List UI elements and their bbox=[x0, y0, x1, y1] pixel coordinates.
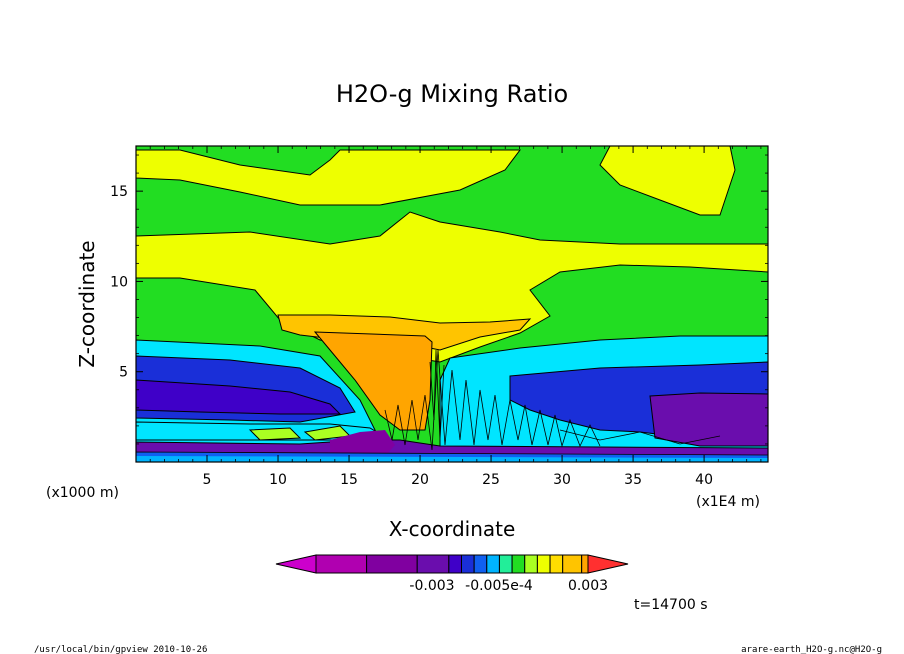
chart-title: H2O-g Mixing Ratio bbox=[336, 80, 568, 108]
plot-frame bbox=[135, 145, 769, 463]
field-convective-core-orange bbox=[313, 331, 433, 431]
convective-turbulence-lines bbox=[384, 349, 721, 451]
field-stratospheric-yellow-right bbox=[599, 146, 736, 216]
colorbar-segment-6 bbox=[486, 554, 500, 574]
x-unit-left: (x1000 m) bbox=[46, 485, 119, 501]
field-lower-green-patches bbox=[248, 425, 352, 441]
colorbar-segment-0 bbox=[315, 554, 368, 574]
colorbar-segment-2 bbox=[416, 554, 450, 574]
colorbar-label-2: 0.003 bbox=[568, 578, 608, 594]
colorbar-segment-4 bbox=[460, 554, 475, 574]
contour-field bbox=[136, 146, 768, 462]
colorbar-segment-13 bbox=[581, 554, 589, 574]
field-darkblue-left bbox=[136, 379, 342, 415]
colorbar-label-0: -0.003 bbox=[409, 578, 454, 594]
x-axis: 5 10 15 20 25 30 35 40 bbox=[149, 146, 762, 488]
x-tick-label-6: 35 bbox=[624, 472, 642, 488]
colorbar-labels: -0.003 -0.005e-4 0.003 bbox=[409, 578, 608, 594]
field-surface-cyan-strip bbox=[136, 456, 768, 462]
footer-left: /usr/local/bin/gpview 2010-10-26 bbox=[34, 645, 207, 654]
colorbar-right-triangle bbox=[587, 554, 629, 574]
colorbar-segment-8 bbox=[511, 554, 526, 574]
colorbar-label-1: -0.005e-4 bbox=[465, 578, 533, 594]
y-tick-label-2: 15 bbox=[110, 184, 128, 200]
x-tick-label-7: 40 bbox=[695, 472, 713, 488]
field-anvil-orange-light bbox=[277, 314, 532, 351]
colorbar-segment-12 bbox=[562, 554, 583, 574]
x-tick-label-3: 20 bbox=[411, 472, 429, 488]
y-axis-label: Z-coordinate bbox=[75, 240, 99, 367]
y-tick-label-1: 10 bbox=[110, 274, 128, 290]
time-label: t=14700 s bbox=[634, 597, 708, 613]
colorbar-segment-5 bbox=[473, 554, 488, 574]
x-tick-label-4: 25 bbox=[482, 472, 500, 488]
colorbar-segment-11 bbox=[549, 554, 564, 574]
colorbar bbox=[275, 554, 629, 574]
field-stratospheric-yellow-left bbox=[136, 149, 521, 206]
x-tick-label-5: 30 bbox=[553, 472, 571, 488]
colorbar-segment-9 bbox=[524, 554, 538, 574]
x-tick-label-2: 15 bbox=[340, 472, 358, 488]
field-purple-right bbox=[649, 392, 768, 447]
x-tick-label-1: 10 bbox=[269, 472, 287, 488]
colorbar-segment-1 bbox=[366, 554, 418, 574]
footer-right: arare-earth_H2O-g.nc@H2O-g bbox=[741, 645, 882, 654]
y-axis: 5 10 15 bbox=[110, 154, 768, 445]
y-tick-label-0: 5 bbox=[119, 365, 128, 381]
colorbar-left-triangle bbox=[275, 554, 317, 574]
colorbar-segment-10 bbox=[536, 554, 551, 574]
x-tick-label-0: 5 bbox=[203, 472, 212, 488]
x-axis-label: X-coordinate bbox=[389, 517, 516, 541]
colorbar-segment-3 bbox=[448, 554, 462, 574]
x-unit-right: (x1E4 m) bbox=[696, 494, 760, 510]
colorbar-segment-7 bbox=[498, 554, 513, 574]
